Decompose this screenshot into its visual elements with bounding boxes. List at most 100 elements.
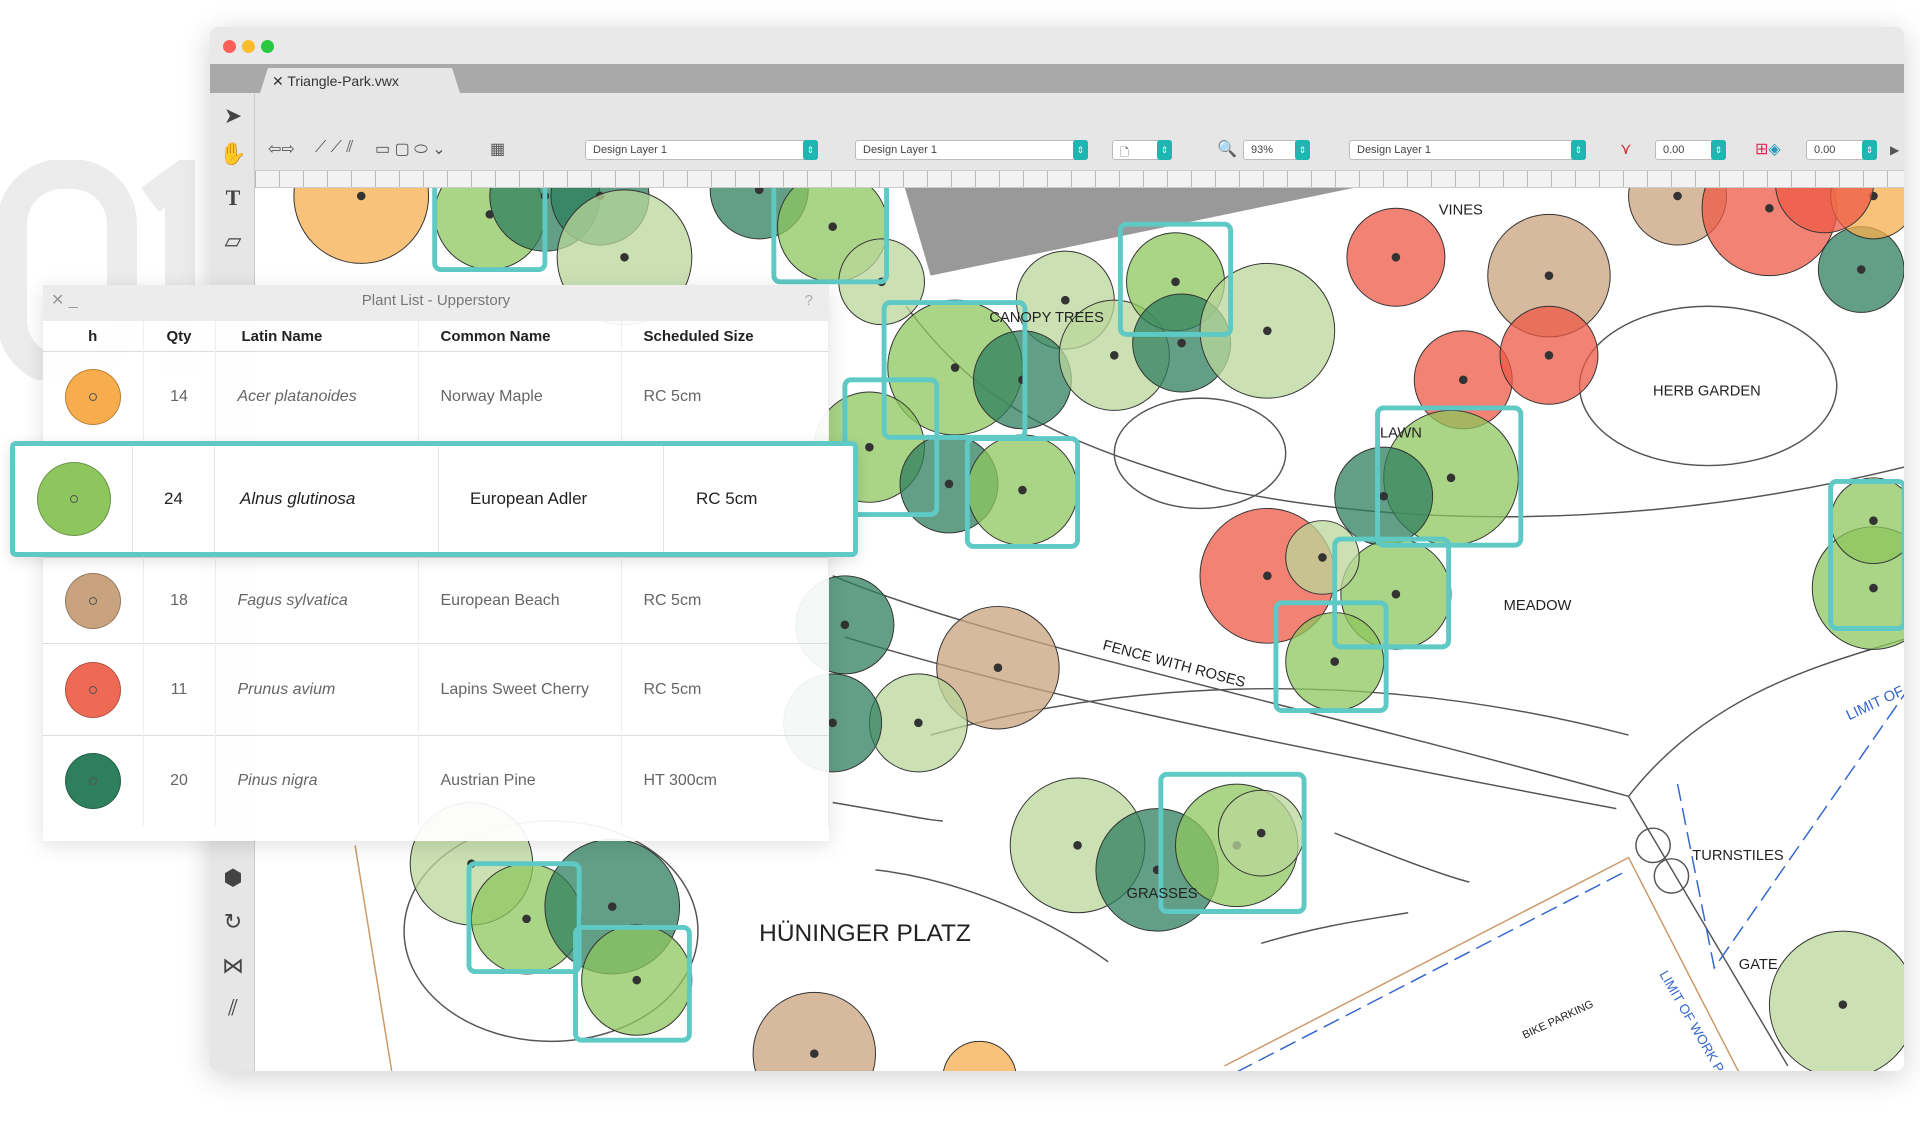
tree-symbol[interactable] xyxy=(1768,930,1904,1071)
overflow-arrow-icon[interactable]: ▶ xyxy=(1890,143,1900,157)
back-forward-icon[interactable]: ⇦⇨ xyxy=(268,141,295,158)
qty-cell: 24 xyxy=(133,446,215,552)
plant-swatch xyxy=(64,368,121,425)
plant-swatch xyxy=(64,572,121,629)
angle-icon[interactable]: ⋎ xyxy=(1620,141,1632,158)
mirror-tool-icon[interactable]: ⋈ xyxy=(222,953,244,978)
tree-center-dot xyxy=(993,663,1003,672)
col-latin[interactable]: Latin Name xyxy=(215,321,419,351)
layer-select-1[interactable]: Design Layer 1 ⇕ xyxy=(585,140,818,160)
callout-tool-icon[interactable]: ▱ xyxy=(224,228,242,253)
tree-center-dot xyxy=(1544,351,1554,360)
pan-hand-icon[interactable]: ✋ xyxy=(219,141,247,166)
zoom-window-button[interactable] xyxy=(261,40,274,53)
label-meadow: MEADOW xyxy=(1504,598,1572,614)
selection-highlight xyxy=(1828,479,1904,631)
tree-center-dot xyxy=(1110,351,1119,360)
selection-highlight xyxy=(1117,221,1234,337)
page-select[interactable]: 🗋 ⇕ xyxy=(1112,140,1172,160)
plant-swatch xyxy=(36,462,111,536)
size-cell: RC 5cm xyxy=(621,557,829,644)
tree-center-dot xyxy=(828,718,837,728)
tree-center-dot xyxy=(944,479,954,489)
label-bike-parking: BIKE PARKING xyxy=(1521,998,1596,1041)
label-grasses: GRASSES xyxy=(1127,886,1198,902)
col-size[interactable]: Scheduled Size xyxy=(621,321,829,351)
close-tab-icon[interactable]: ✕ xyxy=(272,73,288,89)
tree-center-dot xyxy=(1856,265,1866,274)
latin-cell: Pinus nigra xyxy=(215,735,419,826)
snap-icon[interactable]: ⊞◈ xyxy=(1755,141,1781,158)
polygon-tool-icon[interactable]: ⬢ xyxy=(223,865,243,890)
col-qty[interactable]: Qty xyxy=(143,321,216,351)
rotate-tool-icon[interactable]: ↻ xyxy=(223,909,243,934)
label-lawn: LAWN xyxy=(1380,425,1422,441)
tree-center-dot xyxy=(1330,657,1339,666)
tree-center-dot xyxy=(1765,203,1774,213)
tree-symbol[interactable] xyxy=(752,991,876,1071)
site-plan-canvas[interactable]: VINES CANOPY TREES HERB GARDEN LAWN MEAD… xyxy=(210,27,1904,1071)
tab-document[interactable]: ✕ Triangle-Park.vwx xyxy=(260,68,460,93)
selection-highlight xyxy=(1332,536,1452,650)
tree-center-dot xyxy=(1869,583,1878,593)
common-cell: European Adler xyxy=(439,446,664,552)
selection-highlight xyxy=(466,861,582,974)
tree-center-dot xyxy=(810,1049,819,1058)
tree-center-dot xyxy=(1458,375,1468,385)
tree-symbol[interactable] xyxy=(943,1040,1017,1071)
label-limit-of: LIMIT OF xyxy=(1844,683,1904,724)
layer-select-2[interactable]: Design Layer 1 ⇕ xyxy=(855,140,1088,160)
tree-center-dot xyxy=(1391,252,1401,262)
selection-highlight xyxy=(881,300,1028,440)
size-cell: HT 300cm xyxy=(621,735,829,826)
page-icon: 🗋 xyxy=(1120,147,1129,159)
tree-center-dot xyxy=(620,252,629,262)
tree-center-dot xyxy=(1263,571,1272,581)
selection-highlight xyxy=(573,924,692,1043)
value-field-1[interactable]: 0.00 ⇕ xyxy=(1655,140,1726,160)
label-canopy-trees: CANOPY TREES xyxy=(989,310,1104,326)
table-header: h Qty Latin Name Common Name Scheduled S… xyxy=(43,321,829,351)
tree-center-dot xyxy=(632,975,642,985)
table-row[interactable]: 14 Acer platanoides Norway Maple RC 5cm xyxy=(43,351,829,442)
selection-highlight xyxy=(1158,771,1307,914)
tree-center-dot xyxy=(522,914,531,924)
tree-center-dot xyxy=(1869,516,1878,525)
zoom-icon[interactable]: 🔍 xyxy=(1217,141,1237,158)
latin-cell: Fagus sylvatica xyxy=(215,557,419,644)
close-window-button[interactable] xyxy=(223,40,236,53)
tree-center-dot xyxy=(1177,338,1186,348)
line-tools-icon[interactable]: ⟋ ⟋ ⫽ xyxy=(315,139,354,156)
col-common[interactable]: Common Name xyxy=(418,321,622,351)
layer-view-icon[interactable]: ▦ xyxy=(490,141,506,158)
plant-list-panel: ✕ _ Plant List - Upperstory ? h Qty Lati… xyxy=(43,285,829,841)
size-cell: RC 5cm xyxy=(621,643,829,736)
table-row[interactable]: 20 Pinus nigra Austrian Pine HT 300cm xyxy=(43,735,829,826)
help-icon[interactable]: ? xyxy=(804,292,813,309)
table-row[interactable]: 11 Prunus avium Lapins Sweet Cherry RC 5… xyxy=(43,643,829,736)
label-vines: VINES xyxy=(1439,202,1483,218)
tree-center-dot xyxy=(840,620,850,630)
common-cell: Norway Maple xyxy=(418,351,622,442)
selection-tool-icon[interactable]: ➤ xyxy=(223,103,243,128)
table-row-selected[interactable]: 24 Alnus glutinosa European Adler RC 5cm xyxy=(10,441,858,557)
panel-title-bar: ✕ _ Plant List - Upperstory ? xyxy=(43,285,829,321)
text-tool-icon[interactable]: T xyxy=(225,185,241,210)
close-panel-icon[interactable]: ✕ _ xyxy=(51,292,78,309)
rect-tools-icon[interactable]: ▭ ▢ ⬭ ⌄ xyxy=(375,141,446,158)
common-cell: Lapins Sweet Cherry xyxy=(418,643,622,736)
qty-cell: 20 xyxy=(143,735,216,826)
table-row[interactable]: 18 Fagus sylvatica European Beach RC 5cm xyxy=(43,557,829,644)
tree-center-dot xyxy=(1391,589,1401,599)
tree-center-dot xyxy=(1073,841,1082,850)
layer-select-3[interactable]: Design Layer 1 ⇕ xyxy=(1349,140,1586,160)
wall-tool-icon[interactable]: ⫽ xyxy=(228,995,238,1020)
zoom-field[interactable]: 93% ⇕ xyxy=(1243,140,1310,160)
tree-center-dot xyxy=(865,442,874,452)
plant-swatch xyxy=(64,661,121,718)
value-field-2[interactable]: 0.00 ⇕ xyxy=(1806,140,1877,160)
minimize-window-button[interactable] xyxy=(242,40,255,53)
tree-center-dot xyxy=(1318,553,1327,562)
col-h[interactable]: h xyxy=(43,321,144,351)
tree-center-dot xyxy=(1446,473,1456,483)
